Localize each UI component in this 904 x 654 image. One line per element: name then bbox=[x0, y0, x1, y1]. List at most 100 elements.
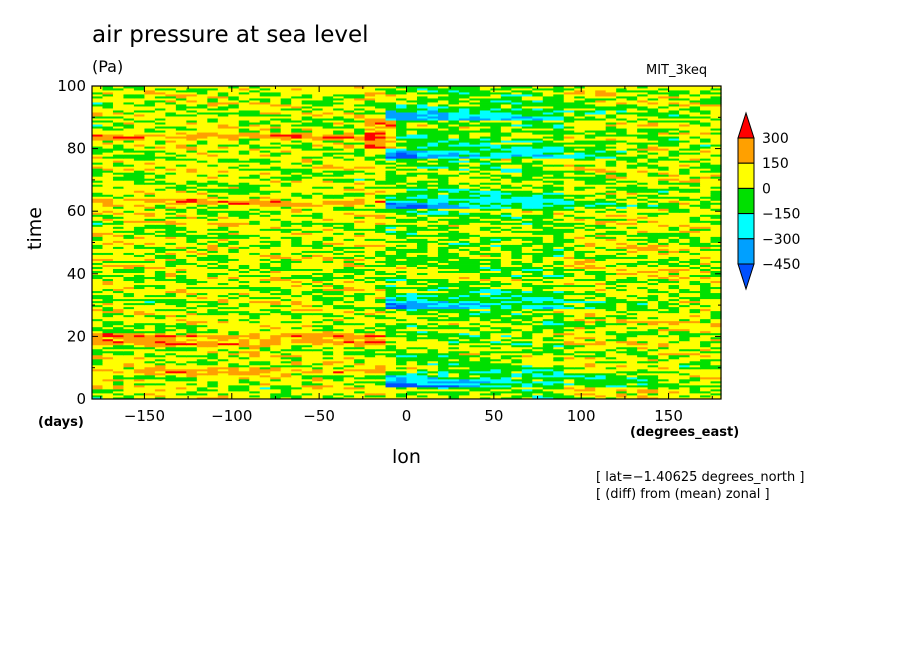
heatmap-cell bbox=[605, 242, 617, 245]
heatmap-cell bbox=[542, 336, 554, 340]
heatmap-cell bbox=[217, 232, 229, 235]
heatmap-cell bbox=[605, 334, 617, 338]
heatmap-cell bbox=[406, 338, 418, 342]
heatmap-cell bbox=[154, 234, 166, 237]
heatmap-cell bbox=[144, 382, 156, 386]
heatmap-cell bbox=[710, 280, 722, 284]
heatmap-cell bbox=[406, 256, 418, 259]
heatmap-cell bbox=[385, 290, 397, 294]
heatmap-cell bbox=[605, 278, 617, 282]
heatmap-cell bbox=[700, 244, 712, 247]
heatmap-cell bbox=[574, 292, 586, 296]
heatmap-cell bbox=[375, 248, 387, 251]
heatmap-cell bbox=[679, 364, 691, 368]
heatmap-cell bbox=[165, 250, 177, 253]
heatmap-cell bbox=[186, 242, 198, 245]
heatmap-cell bbox=[270, 330, 282, 334]
heatmap-cell bbox=[207, 288, 219, 292]
heatmap-cell bbox=[511, 258, 523, 261]
heatmap-cell bbox=[123, 384, 135, 388]
heatmap-cell bbox=[249, 292, 261, 296]
heatmap-cell bbox=[448, 350, 460, 354]
heatmap-cell bbox=[406, 272, 418, 276]
heatmap-cell bbox=[291, 304, 303, 308]
heatmap-cell bbox=[112, 242, 125, 245]
heatmap-cell bbox=[217, 356, 229, 360]
heatmap-cell bbox=[144, 378, 156, 382]
heatmap-cell bbox=[616, 252, 628, 255]
heatmap-cell bbox=[228, 270, 240, 273]
heatmap-cell bbox=[658, 288, 670, 292]
heatmap-cell bbox=[626, 342, 638, 346]
heatmap-cell bbox=[532, 384, 544, 388]
heatmap-cell bbox=[123, 292, 135, 296]
heatmap-cell bbox=[322, 382, 334, 386]
heatmap-cell bbox=[280, 370, 292, 374]
heatmap-cell bbox=[217, 322, 229, 326]
heatmap-cell bbox=[553, 352, 565, 356]
heatmap-cell bbox=[500, 248, 512, 251]
heatmap-cell bbox=[144, 396, 156, 400]
heatmap-cell bbox=[553, 318, 565, 322]
heatmap-cell bbox=[291, 256, 303, 259]
heatmap-cell bbox=[553, 342, 565, 346]
heatmap-cell bbox=[574, 268, 586, 271]
heatmap-cell bbox=[637, 302, 649, 306]
heatmap-cell bbox=[228, 370, 240, 374]
heatmap-cell bbox=[343, 264, 355, 267]
heatmap-cell bbox=[238, 322, 250, 326]
heatmap-cell bbox=[385, 374, 397, 378]
heatmap-cell bbox=[553, 334, 565, 338]
heatmap-cell bbox=[217, 242, 229, 245]
heatmap-cell bbox=[364, 258, 376, 261]
heatmap-cell bbox=[364, 276, 376, 280]
heatmap-cell bbox=[385, 286, 397, 290]
heatmap-cell bbox=[511, 302, 523, 306]
heatmap-cell bbox=[207, 304, 219, 308]
heatmap-cell bbox=[511, 332, 523, 336]
heatmap-cell bbox=[165, 364, 177, 368]
heatmap-cell bbox=[689, 246, 701, 249]
heatmap-cell bbox=[658, 300, 670, 304]
heatmap-cell bbox=[521, 352, 533, 356]
heatmap-cell bbox=[595, 236, 607, 239]
heatmap-cell bbox=[343, 330, 355, 334]
heatmap-cell bbox=[637, 392, 649, 396]
heatmap-cell bbox=[333, 374, 345, 378]
heatmap-cell bbox=[437, 264, 450, 267]
heatmap-cell bbox=[658, 290, 670, 294]
heatmap-cell bbox=[458, 334, 470, 338]
heatmap-cell bbox=[354, 346, 366, 350]
heatmap-cell bbox=[647, 336, 659, 340]
heatmap-cell bbox=[406, 326, 418, 330]
heatmap-cell bbox=[123, 324, 135, 328]
heatmap-cell bbox=[500, 244, 512, 247]
heatmap-cell bbox=[154, 344, 166, 348]
heatmap-cell bbox=[563, 266, 575, 269]
heatmap-cell bbox=[406, 354, 418, 358]
heatmap-cell bbox=[112, 252, 125, 255]
heatmap-cell bbox=[500, 354, 512, 358]
heatmap-cell bbox=[259, 366, 271, 370]
heatmap-cell bbox=[427, 278, 439, 282]
heatmap-cell bbox=[92, 388, 104, 392]
heatmap-cell bbox=[354, 282, 366, 286]
heatmap-cell bbox=[133, 240, 146, 243]
heatmap-cell bbox=[616, 346, 628, 350]
heatmap-cell bbox=[563, 310, 575, 314]
heatmap-cell bbox=[186, 324, 198, 328]
heatmap-cell bbox=[416, 266, 429, 269]
heatmap-cell bbox=[102, 296, 114, 300]
heatmap-cell bbox=[658, 370, 670, 374]
heatmap-cell bbox=[375, 356, 387, 360]
heatmap-cell bbox=[616, 264, 628, 267]
heatmap-cell bbox=[301, 344, 313, 348]
heatmap-cell bbox=[563, 260, 575, 263]
heatmap-cell bbox=[133, 266, 146, 269]
heatmap-cell bbox=[647, 298, 659, 302]
heatmap-cell bbox=[710, 328, 722, 332]
heatmap-cell bbox=[228, 372, 240, 376]
heatmap-cell bbox=[364, 292, 376, 296]
heatmap-cell bbox=[427, 390, 439, 394]
heatmap-cell bbox=[228, 360, 240, 364]
